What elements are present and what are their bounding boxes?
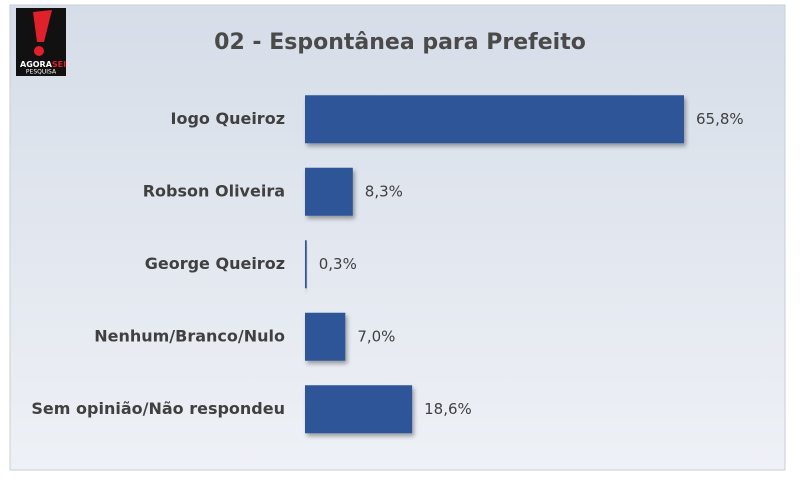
category-label: Robson Oliveira — [143, 181, 285, 200]
bar — [305, 95, 684, 144]
category-label: Sem opinião/Não respondeu — [31, 399, 285, 418]
logo-dot — [34, 46, 44, 56]
value-label: 0,3% — [319, 255, 357, 273]
category-label: Nenhum/Branco/Nulo — [94, 326, 285, 345]
category-label: Iogo Queiroz — [171, 109, 285, 128]
logo-mark — [33, 10, 52, 42]
bar — [305, 312, 346, 361]
value-label: 65,8% — [696, 110, 744, 128]
bar — [305, 385, 413, 434]
logo-text: AGORASEI — [20, 60, 66, 69]
chart-title: 02 - Espontânea para Prefeito — [214, 30, 586, 55]
value-label: 8,3% — [365, 182, 403, 200]
value-label: 18,6% — [424, 400, 472, 418]
bar — [305, 240, 307, 289]
logo: AGORASEI PESQUISA — [16, 8, 66, 76]
logo-sub: PESQUISA — [26, 69, 57, 76]
value-label: 7,0% — [357, 327, 395, 345]
bar — [305, 167, 353, 216]
category-label: George Queiroz — [145, 254, 285, 273]
